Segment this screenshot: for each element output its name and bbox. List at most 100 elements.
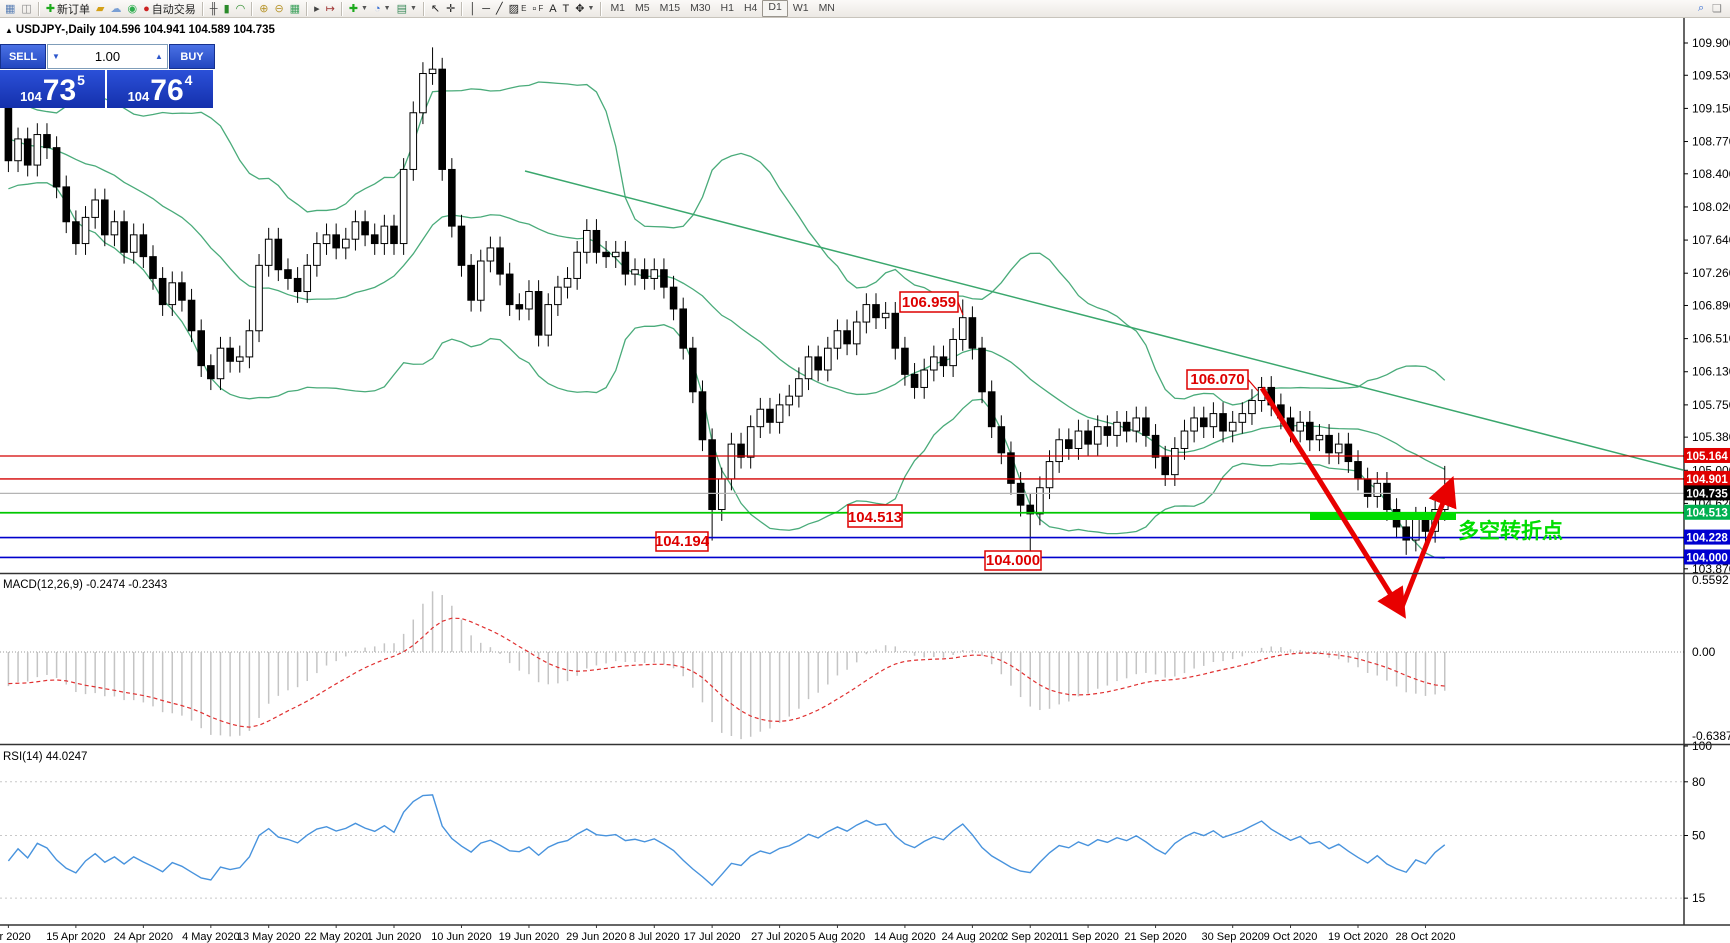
fibonacci-button[interactable]: ▫ F xyxy=(529,1,546,17)
date-tick[interactable]: 24 Apr 2020 xyxy=(114,931,173,943)
date-tick[interactable]: 9 Oct 2020 xyxy=(1264,931,1318,943)
trendline-button[interactable]: ╱ xyxy=(493,1,506,17)
equidistant-channel-button[interactable]: ▨ E xyxy=(506,1,530,17)
indicators-button[interactable]: ✚ ▼ xyxy=(346,1,371,17)
rsi-line xyxy=(7,794,1446,887)
buy-button[interactable]: BUY xyxy=(169,44,215,69)
dropdown-caret-icon[interactable]: ▼ xyxy=(361,5,368,12)
tile-windows-button[interactable]: ▦ xyxy=(287,1,303,17)
depth-icon[interactable]: ▰ xyxy=(93,1,107,17)
text-label-button[interactable]: T xyxy=(560,1,573,17)
new-order-button[interactable]: ✚ 新订单 xyxy=(43,1,93,17)
chart-canvas[interactable]: MACD(12,26,9) -0.2474 -0.2343 RSI(14) 44.… xyxy=(0,18,1730,943)
price-callout-box[interactable] xyxy=(1186,369,1249,390)
sell-price-tile[interactable]: 104 73 5 xyxy=(0,70,105,108)
horizontal-line-button[interactable]: ─ xyxy=(479,1,493,17)
price-callout-text: 106.959 xyxy=(902,294,956,311)
periods-button[interactable]: ◔ ▼ xyxy=(371,1,394,17)
price-tick: 106.510 xyxy=(1692,332,1730,346)
price-badge-105.164 xyxy=(1684,447,1730,463)
crosshair-button[interactable]: ✛ xyxy=(443,1,458,17)
buy-price-tile[interactable]: 104 76 4 xyxy=(107,70,213,108)
date-tick[interactable]: 22 May 2020 xyxy=(304,931,368,943)
auto-scroll-button[interactable]: ▸ xyxy=(311,1,323,17)
volume-spinner[interactable]: ▼ 1.00 ▲ xyxy=(47,44,168,69)
price-callout-box[interactable] xyxy=(655,531,709,552)
timeframe-mn[interactable]: MN xyxy=(818,2,835,14)
date-tick[interactable]: 11 Sep 2020 xyxy=(1057,931,1119,943)
timeframe-h1[interactable]: H1 xyxy=(720,2,734,14)
support-highlight-bar[interactable] xyxy=(1310,512,1456,520)
templates-button[interactable]: ▤ ▼ xyxy=(394,1,420,17)
profile-icon[interactable]: ◫ xyxy=(18,1,34,17)
timeframe-m5[interactable]: M5 xyxy=(635,2,650,14)
date-tick[interactable]: 24 Aug 2020 xyxy=(942,931,1004,943)
date-tick[interactable]: 28 Oct 2020 xyxy=(1396,931,1456,943)
dropdown-caret-icon[interactable]: ▼ xyxy=(383,5,391,12)
rsi-pane[interactable]: RSI(14) 44.0247 xyxy=(0,751,1684,899)
price-badge-104.513 xyxy=(1684,504,1730,520)
chat-icon[interactable]: ❏ xyxy=(1712,3,1722,15)
dropdown-caret-icon[interactable]: ▼ xyxy=(409,5,417,12)
sell-button[interactable]: SELL xyxy=(0,44,46,69)
date-tick[interactable]: 14 Aug 2020 xyxy=(874,931,936,943)
candlestick-button[interactable]: ▮ xyxy=(221,1,233,17)
price-callout-box[interactable] xyxy=(984,550,1042,571)
price-axis[interactable]: 109.900 109.530 109.150 108.770 108.400 108.0… xyxy=(0,18,1730,943)
turning-point-label[interactable]: 多空转折点 xyxy=(1458,519,1563,543)
date-tick[interactable]: 21 Sep 2020 xyxy=(1124,931,1186,943)
volume-down-icon[interactable]: ▼ xyxy=(52,52,60,61)
timeframe-m1[interactable]: M1 xyxy=(610,2,626,14)
timeframe-m15[interactable]: M15 xyxy=(659,2,681,14)
cursor-button[interactable]: ↖ xyxy=(428,1,443,17)
main-toolbar: ▦ ◫ ✚ 新订单 ▰ ☁ ◉ ● 自动交易 ╫ ▮ ◠ ⊕ ⊖ ▦ ▸ ↦ ✚ ▼ ◔ ▼ ▤ ▼ ↖ ✛ │ ─ ╱ ▨ E ▫ F A T ✥… xyxy=(0,0,1730,18)
terminal-icon[interactable]: ☁ xyxy=(108,1,125,17)
price-tick: 107.260 xyxy=(1692,266,1730,280)
volume-value[interactable]: 1.00 xyxy=(94,49,121,64)
date-tick[interactable]: 13 May 2020 xyxy=(237,931,301,943)
date-tick[interactable]: 8 Jul 2020 xyxy=(629,931,680,943)
volume-up-icon[interactable]: ▲ xyxy=(155,52,163,61)
date-tick[interactable]: 1 Jun 2020 xyxy=(367,931,421,943)
annotations-layer[interactable]: 106.959 106.070 104.513 104.194 104.000 多空转折点 xyxy=(655,291,1563,619)
timeframe-h4[interactable]: H4 xyxy=(743,2,758,14)
price-tick: 105.750 xyxy=(1692,398,1730,412)
price-callout-box[interactable] xyxy=(847,504,903,528)
date-tick[interactable]: 17 Jul 2020 xyxy=(684,931,741,943)
date-tick[interactable]: 2 Sep 2020 xyxy=(1002,931,1058,943)
price-callout-box[interactable] xyxy=(899,291,959,313)
descending-trendline[interactable] xyxy=(524,170,1684,471)
zoom-in-button[interactable]: ⊕ xyxy=(256,1,271,17)
timeframe-d1[interactable]: D1 xyxy=(762,0,788,17)
signal-icon[interactable]: ◉ xyxy=(125,1,141,17)
chart-shift-button[interactable]: ↦ xyxy=(323,1,338,17)
date-tick[interactable]: 4 May 2020 xyxy=(182,931,239,943)
arrows-button[interactable]: ✥ ▼ xyxy=(572,1,597,17)
date-tick[interactable]: 10 Jun 2020 xyxy=(431,931,492,943)
date-tick[interactable]: 5 Aug 2020 xyxy=(810,931,866,943)
text-button[interactable]: A xyxy=(546,1,559,17)
date-tick[interactable]: 19 Oct 2020 xyxy=(1328,931,1388,943)
date-tick[interactable]: 15 Apr 2020 xyxy=(46,931,105,943)
timeframe-w1[interactable]: W1 xyxy=(792,2,809,14)
timeframe-m30[interactable]: M30 xyxy=(690,2,711,14)
date-tick[interactable]: 27 Jul 2020 xyxy=(751,931,808,943)
vertical-line-button[interactable]: │ xyxy=(466,1,479,17)
autotrading-button[interactable]: ● 自动交易 xyxy=(140,1,199,17)
up-arrow[interactable] xyxy=(1397,476,1457,613)
dropdown-caret-icon[interactable]: ▼ xyxy=(587,5,595,12)
search-icon[interactable]: ⌕ xyxy=(1697,2,1705,14)
bar-chart-button[interactable]: ╫ xyxy=(207,1,221,17)
price-chart-pane[interactable] xyxy=(0,47,1684,559)
chart-window-icon[interactable]: ▦ xyxy=(2,1,18,17)
date-tick[interactable]: 30 Sep 2020 xyxy=(1201,931,1263,943)
date-tick[interactable]: 29 Jun 2020 xyxy=(566,931,627,943)
toolbar-separator xyxy=(600,1,603,16)
macd-pane[interactable]: MACD(12,26,9) -0.2474 -0.2343 xyxy=(0,579,1684,740)
line-chart-button[interactable]: ◠ xyxy=(233,1,249,17)
date-tick[interactable]: Apr 2020 xyxy=(0,931,31,943)
date-tick[interactable]: 19 Jun 2020 xyxy=(499,931,560,943)
zoom-out-button[interactable]: ⊖ xyxy=(271,1,286,17)
price-tick: 107.640 xyxy=(1692,233,1730,247)
down-arrow[interactable] xyxy=(1259,386,1406,619)
